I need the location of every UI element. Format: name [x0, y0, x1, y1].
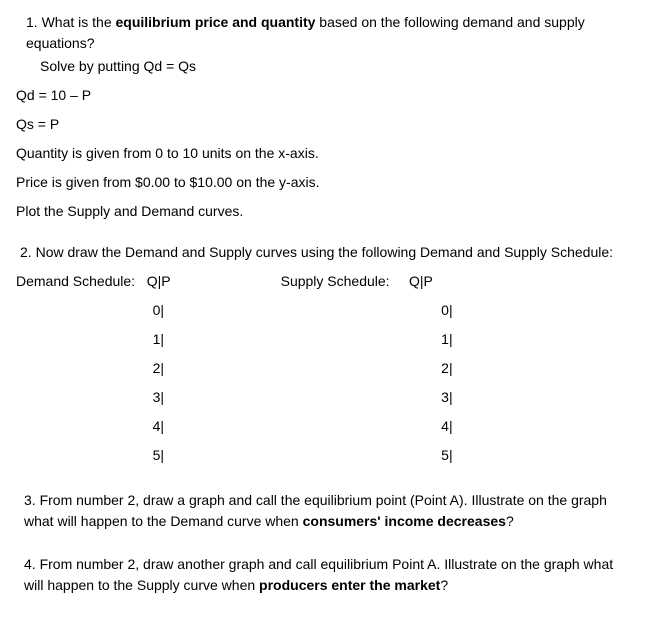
q1-sub: Solve by putting Qd = Qs	[40, 56, 633, 77]
supply-row: 0|	[281, 300, 453, 321]
q3-text-b: ?	[506, 513, 514, 529]
q1-eq1: Qd = 10 – P	[16, 85, 633, 106]
q1-number: 1.	[26, 14, 38, 30]
supply-row: 2|	[281, 358, 453, 379]
supply-row: 3|	[281, 387, 453, 408]
q1-text-a: What is the	[42, 14, 116, 30]
question-4: 4. From number 2, draw another graph and…	[16, 554, 633, 596]
demand-row: 5|	[16, 445, 164, 466]
q1-eq2: Qs = P	[16, 114, 633, 135]
q1-line2: Price is given from $0.00 to $10.00 on t…	[16, 172, 633, 193]
demand-row: 3|	[16, 387, 164, 408]
question-2-intro: 2. Now draw the Demand and Supply curves…	[16, 242, 633, 263]
demand-schedule-title: Demand Schedule: Q|P	[16, 271, 171, 292]
supply-schedule: Supply Schedule: Q|P 0| 1| 2| 3| 4| 5|	[281, 271, 453, 474]
demand-row: 4|	[16, 416, 164, 437]
q3-number: 3.	[24, 492, 36, 508]
q4-text-b: ?	[440, 577, 448, 593]
q4-text-bold: producers enter the market	[259, 577, 440, 593]
q2-intro-text: Now draw the Demand and Supply curves us…	[36, 244, 613, 260]
demand-row: 1|	[16, 329, 164, 350]
q1-prompt: 1. What is the equilibrium price and qua…	[16, 12, 633, 77]
demand-row: 0|	[16, 300, 164, 321]
supply-schedule-title: Supply Schedule: Q|P	[281, 271, 453, 292]
demand-row: 2|	[16, 358, 164, 379]
question-3: 3. From number 2, draw a graph and call …	[16, 490, 633, 532]
q1-line3: Plot the Supply and Demand curves.	[16, 201, 633, 222]
schedules-container: Demand Schedule: Q|P 0| 1| 2| 3| 4| 5| S…	[16, 271, 633, 474]
q1-line1: Quantity is given from 0 to 10 units on …	[16, 143, 633, 164]
q2-number: 2.	[20, 244, 32, 260]
q4-number: 4.	[24, 556, 36, 572]
question-1: 1. What is the equilibrium price and qua…	[16, 12, 633, 222]
supply-row: 1|	[281, 329, 453, 350]
q3-text-bold: consumers' income decreases	[303, 513, 506, 529]
demand-schedule: Demand Schedule: Q|P 0| 1| 2| 3| 4| 5|	[16, 271, 171, 474]
supply-row: 4|	[281, 416, 453, 437]
supply-row: 5|	[281, 445, 453, 466]
q1-text-bold: equilibrium price and quantity	[116, 14, 316, 30]
